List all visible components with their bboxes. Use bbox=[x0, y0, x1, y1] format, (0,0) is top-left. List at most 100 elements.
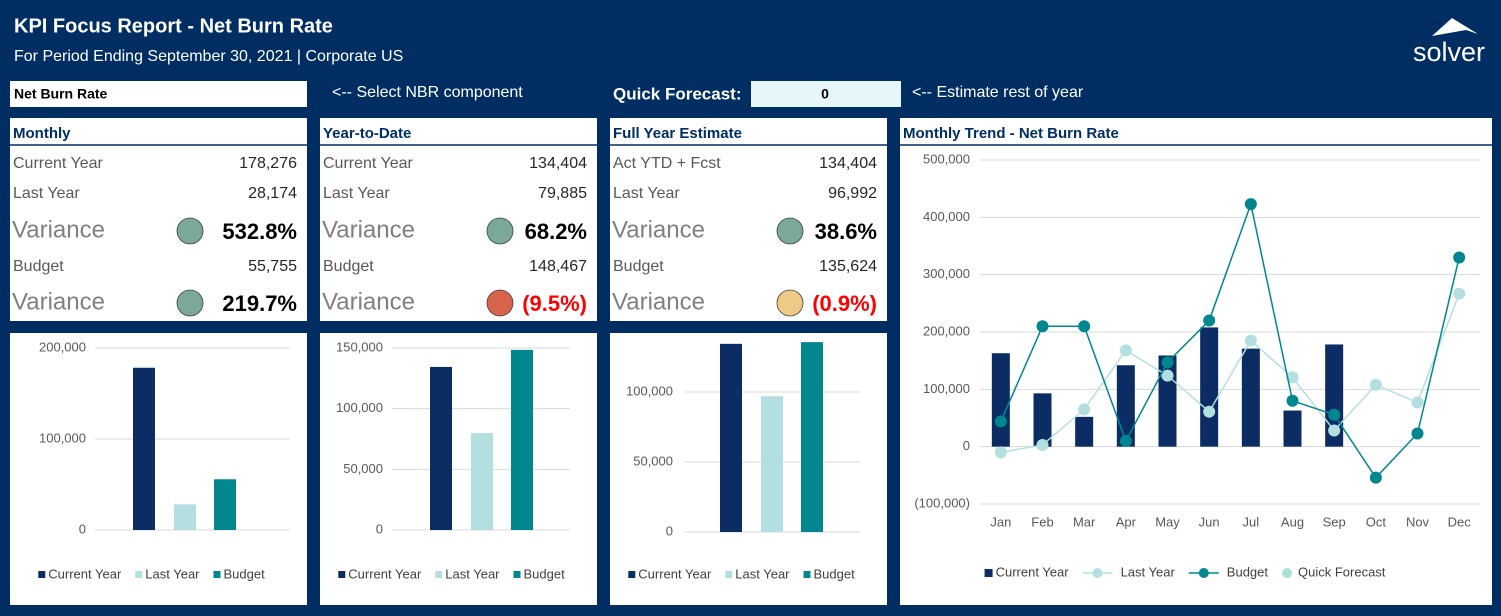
point bbox=[1411, 396, 1424, 409]
point bbox=[1328, 424, 1341, 437]
bar bbox=[511, 349, 533, 530]
x-tick-label: Mar bbox=[1073, 514, 1096, 529]
kpi-value: 28,174 bbox=[248, 185, 297, 202]
kpi-value: (0.9%) bbox=[812, 291, 877, 316]
x-tick-label: Aug bbox=[1281, 514, 1304, 529]
bar bbox=[471, 433, 493, 530]
kpi-label: Current Year bbox=[13, 155, 104, 172]
kpi-value: 178,276 bbox=[239, 155, 297, 172]
point bbox=[1036, 320, 1049, 333]
logo: solver bbox=[1413, 37, 1485, 67]
y-tick-label: (100,000) bbox=[914, 495, 970, 510]
legend-label: Last Year bbox=[445, 566, 500, 581]
status-indicator bbox=[486, 289, 514, 317]
bar bbox=[430, 366, 452, 530]
point bbox=[994, 415, 1007, 428]
kpi-label: Variance bbox=[12, 288, 105, 315]
selector-value[interactable]: Net Burn Rate bbox=[14, 86, 108, 102]
legend-swatch bbox=[435, 571, 443, 578]
y-tick-label: 100,000 bbox=[626, 383, 673, 398]
x-tick-label: Oct bbox=[1366, 514, 1387, 529]
legend-dot bbox=[1282, 568, 1292, 578]
legend-label: Budget bbox=[814, 566, 856, 581]
point bbox=[1453, 251, 1466, 264]
x-tick-label: May bbox=[1155, 514, 1180, 529]
point bbox=[1203, 314, 1216, 327]
legend-swatch bbox=[803, 571, 811, 578]
legend-label: Last Year bbox=[145, 566, 200, 581]
bar bbox=[1200, 327, 1219, 447]
status-indicator bbox=[176, 289, 204, 317]
forecast-input[interactable] bbox=[751, 81, 901, 107]
kpi-value: 135,624 bbox=[819, 258, 877, 275]
legend-dot bbox=[1198, 568, 1209, 578]
legend-swatch bbox=[725, 571, 733, 578]
kpi-panel bbox=[10, 118, 307, 321]
line bbox=[1000, 293, 1460, 454]
bar bbox=[991, 353, 1010, 447]
point bbox=[1244, 198, 1257, 211]
chart-panel bbox=[610, 333, 887, 605]
kpi-panel bbox=[610, 118, 887, 321]
status-indicator bbox=[776, 289, 804, 317]
selector-box[interactable] bbox=[10, 81, 307, 107]
legend-swatch bbox=[628, 571, 636, 578]
bar bbox=[1075, 416, 1094, 447]
x-tick-label: Apr bbox=[1116, 514, 1137, 529]
x-tick-label: Dec bbox=[1448, 514, 1472, 529]
bar bbox=[1158, 355, 1177, 447]
kpi-value: 134,404 bbox=[819, 155, 877, 172]
kpi-label: Variance bbox=[612, 288, 705, 315]
bar bbox=[1241, 348, 1260, 447]
y-tick-label: 100,000 bbox=[336, 400, 383, 415]
legend-label: Quick Forecast bbox=[1298, 564, 1386, 579]
kpi-value: 68.2% bbox=[525, 219, 587, 244]
point bbox=[994, 446, 1007, 459]
logo-mark bbox=[1432, 18, 1478, 36]
y-tick-label: 100,000 bbox=[923, 381, 970, 396]
trend-panel bbox=[900, 118, 1492, 605]
status-indicator bbox=[776, 217, 804, 245]
legend-symbol bbox=[1188, 568, 1219, 578]
legend-label: Budget bbox=[224, 566, 266, 581]
status-indicator bbox=[486, 217, 514, 245]
x-tick-label: Jul bbox=[1243, 514, 1260, 529]
point bbox=[1119, 434, 1132, 447]
panel-title: Year-to-Date bbox=[323, 125, 411, 142]
kpi-label: Variance bbox=[12, 216, 105, 243]
x-tick-label: Jan bbox=[990, 514, 1011, 529]
legend-swatch bbox=[213, 571, 221, 578]
selector-hint: <-- Select NBR component bbox=[332, 84, 523, 101]
kpi-value: 134,404 bbox=[529, 155, 587, 172]
kpi-value: (9.5%) bbox=[522, 291, 587, 316]
point bbox=[1286, 371, 1299, 384]
kpi-value: 532.8% bbox=[222, 219, 297, 244]
forecast-label: Quick Forecast: bbox=[613, 84, 742, 103]
bar bbox=[801, 342, 823, 532]
kpi-label: Last Year bbox=[13, 185, 80, 202]
y-tick-label: 0 bbox=[376, 521, 383, 536]
point bbox=[1036, 438, 1049, 451]
kpi-label: Variance bbox=[322, 216, 415, 243]
bar bbox=[1116, 365, 1135, 447]
legend-label: Current Year bbox=[348, 566, 422, 581]
kpi-label: Budget bbox=[613, 258, 664, 275]
chart-panel bbox=[10, 333, 307, 605]
y-tick-label: 0 bbox=[963, 438, 970, 453]
y-tick-label: 100,000 bbox=[39, 430, 86, 445]
forecast-value[interactable]: 0 bbox=[821, 86, 829, 102]
y-tick-label: 200,000 bbox=[923, 323, 970, 338]
x-tick-label: Feb bbox=[1031, 514, 1053, 529]
y-tick-label: 200,000 bbox=[39, 339, 86, 354]
x-tick-label: Sep bbox=[1323, 514, 1346, 529]
legend-swatch bbox=[513, 571, 521, 578]
kpi-label: Variance bbox=[322, 288, 415, 315]
point bbox=[1161, 369, 1174, 382]
legend-label: Budget bbox=[1227, 564, 1269, 579]
legend-swatch bbox=[984, 569, 993, 577]
point bbox=[1078, 403, 1091, 416]
point bbox=[1203, 405, 1216, 418]
legend-label: Current Year bbox=[996, 564, 1070, 579]
y-tick-label: 50,000 bbox=[633, 453, 673, 468]
